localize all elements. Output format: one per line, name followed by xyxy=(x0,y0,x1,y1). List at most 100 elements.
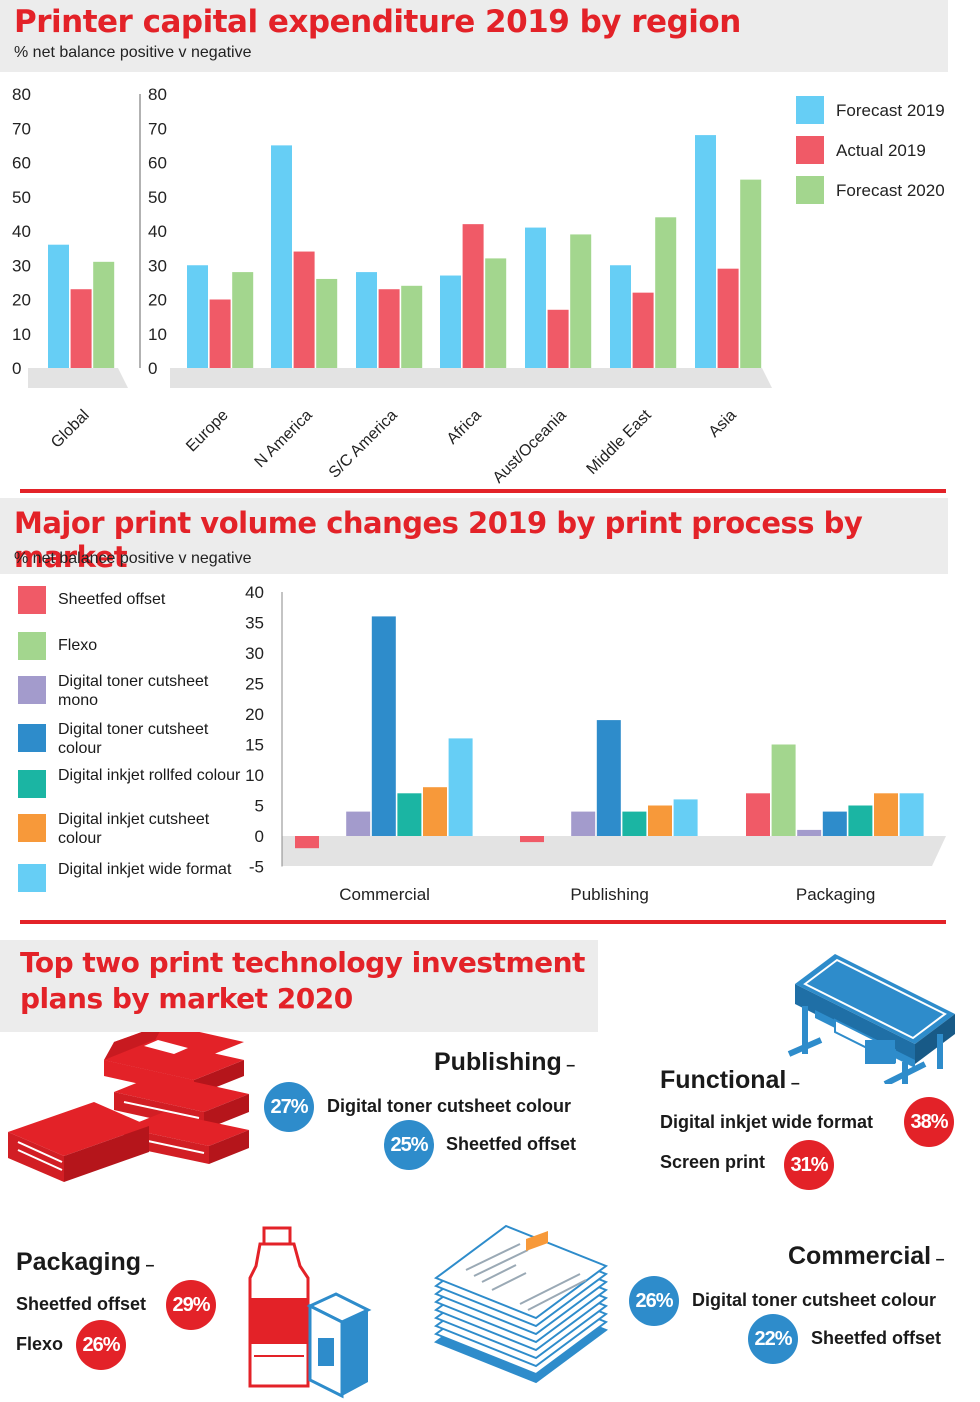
section3-title-line1: Top two print technology investment xyxy=(20,946,585,979)
y-tick-label-global: 20 xyxy=(12,291,31,310)
bar-actual-2019 xyxy=(70,289,92,368)
x-tick-label: Asia xyxy=(706,407,740,441)
market-dash: – xyxy=(141,1257,155,1274)
x-tick-label: Global xyxy=(48,407,93,452)
bar-digital-toner-cutsheet-mono xyxy=(571,811,596,836)
bar-flexo xyxy=(771,744,796,836)
legend-swatch xyxy=(18,632,46,660)
wide-format-printer-icon xyxy=(787,954,955,1084)
market-packaging-title: Packaging – xyxy=(16,1248,154,1277)
bar-actual-2019 xyxy=(632,292,654,368)
market-publishing-item-label: Sheetfed offset xyxy=(446,1134,577,1154)
market-commercial-item-label: Digital toner cutsheet colour xyxy=(692,1290,937,1310)
divider-2 xyxy=(20,920,946,924)
y-tick-label: 5 xyxy=(255,797,264,816)
y-tick-label: 10 xyxy=(245,766,264,785)
section2-header-band xyxy=(0,498,948,574)
x-tick-label: Commercial xyxy=(339,885,430,904)
bar-actual-2019 xyxy=(547,309,569,368)
legend-swatch xyxy=(18,724,46,752)
bar-sheetfed-offset xyxy=(746,793,770,836)
x-tick-label: Publishing xyxy=(570,885,648,904)
bar-digital-inkjet-cutsheet-colour xyxy=(648,805,672,836)
bar-digital-inkjet-rollfed-colour xyxy=(397,793,422,836)
market-functional-item-label: Digital inkjet wide format xyxy=(660,1112,874,1132)
x-tick-label: Europe xyxy=(183,407,232,456)
bar-digital-inkjet-rollfed-colour xyxy=(848,805,873,836)
market-name: Packaging xyxy=(16,1248,142,1276)
legend-label: Digital inkjet wide format xyxy=(58,861,232,878)
capex-chart: 0 0 10 10 20 20 30 30 40 40 50 50 60 60 70 70 80 80 Global… xyxy=(12,85,945,487)
market-commercial-percent-badge: 26% xyxy=(629,1276,679,1326)
x-tick-label: Africa xyxy=(444,407,485,448)
global-floor xyxy=(28,368,128,388)
bottle-and-carton-icon xyxy=(248,1226,372,1399)
section1-subtitle: % net balance positive v negative xyxy=(14,44,252,61)
bar-actual-2019 xyxy=(462,224,484,368)
market-packaging-item-label: Flexo xyxy=(16,1334,64,1354)
legend-swatch xyxy=(796,176,824,204)
bar-forecast-2019 xyxy=(271,145,292,368)
y-tick-label-global: 80 xyxy=(12,85,31,104)
divider-1 xyxy=(20,489,946,493)
bar-forecast-2019 xyxy=(695,135,716,368)
section3-title-line2: plans by market 2020 xyxy=(20,982,353,1015)
y-tick-label-global: 50 xyxy=(12,188,31,207)
y-tick-label-global: 40 xyxy=(12,222,31,241)
x-tick-label: Aust/Oceania xyxy=(490,407,570,487)
y-tick-label: 15 xyxy=(245,736,264,755)
market-name: Publishing xyxy=(434,1048,562,1076)
bar-digital-inkjet-rollfed-colour xyxy=(622,811,647,836)
y-tick-label-global: 30 xyxy=(12,256,31,275)
y-tick-label-regions: 50 xyxy=(148,188,167,207)
market-packaging-percent-badge: 26% xyxy=(76,1320,126,1370)
market-name: Functional xyxy=(660,1066,787,1094)
bar-digital-inkjet-wide-format xyxy=(448,738,473,836)
y-tick-label: 35 xyxy=(245,614,264,633)
bar-actual-2019 xyxy=(293,251,315,368)
section3-header-band xyxy=(0,940,598,1032)
market-functional-title: Functional – xyxy=(660,1066,800,1095)
market-functional-percent-badge: 38% xyxy=(904,1097,954,1147)
y-tick-label-regions: 80 xyxy=(148,85,167,104)
legend-label: Digital inkjet rollfed colour xyxy=(58,767,241,784)
bar-forecast-2020 xyxy=(570,234,592,368)
bar-forecast-2019 xyxy=(440,275,461,368)
legend-swatch xyxy=(18,814,46,842)
legend-swatch xyxy=(18,676,46,704)
y-tick-label: 25 xyxy=(245,675,264,694)
x-tick-label: S/C America xyxy=(326,407,401,482)
legend-swatch xyxy=(796,136,824,164)
y-tick-label-global: 0 xyxy=(12,359,21,378)
y-tick-label: 30 xyxy=(245,644,264,663)
market-commercial-item-label: Sheetfed offset xyxy=(811,1328,942,1348)
y-tick-label-regions: 60 xyxy=(148,154,167,173)
bar-digital-toner-cutsheet-colour xyxy=(822,811,847,836)
legend-label: Actual 2019 xyxy=(836,141,926,160)
market-commercial-title: Commercial – xyxy=(788,1242,944,1271)
bar-forecast-2019 xyxy=(525,227,546,368)
y-tick-label-regions: 70 xyxy=(148,119,167,138)
market-packaging-percent-badge: 29% xyxy=(166,1280,216,1330)
bar-actual-2019 xyxy=(209,299,231,368)
y-tick-label-regions: 20 xyxy=(148,291,167,310)
y-tick-label: -5 xyxy=(249,858,264,877)
market-publishing-percent-badge: 25% xyxy=(384,1120,434,1170)
bar-sheetfed-offset xyxy=(520,836,544,843)
bar-digital-inkjet-cutsheet-colour xyxy=(423,787,447,836)
bar-forecast-2020 xyxy=(740,179,762,368)
bar-forecast-2020 xyxy=(655,217,677,368)
y-tick-label-regions: 40 xyxy=(148,222,167,241)
bar-forecast-2019 xyxy=(356,272,377,368)
chart2-floor xyxy=(282,836,946,866)
bar-forecast-2019 xyxy=(610,265,631,368)
legend-label: Flexo xyxy=(58,637,98,654)
y-tick-label-regions: 10 xyxy=(148,325,167,344)
section2-title: Major print volume changes 2019 by print… xyxy=(14,506,863,574)
legend-swatch xyxy=(18,770,46,798)
bar-digital-inkjet-cutsheet-colour xyxy=(874,793,898,836)
bar-forecast-2020 xyxy=(485,258,507,368)
legend-swatch xyxy=(796,96,824,124)
regions-floor xyxy=(170,368,772,388)
bar-forecast-2020 xyxy=(93,261,115,368)
